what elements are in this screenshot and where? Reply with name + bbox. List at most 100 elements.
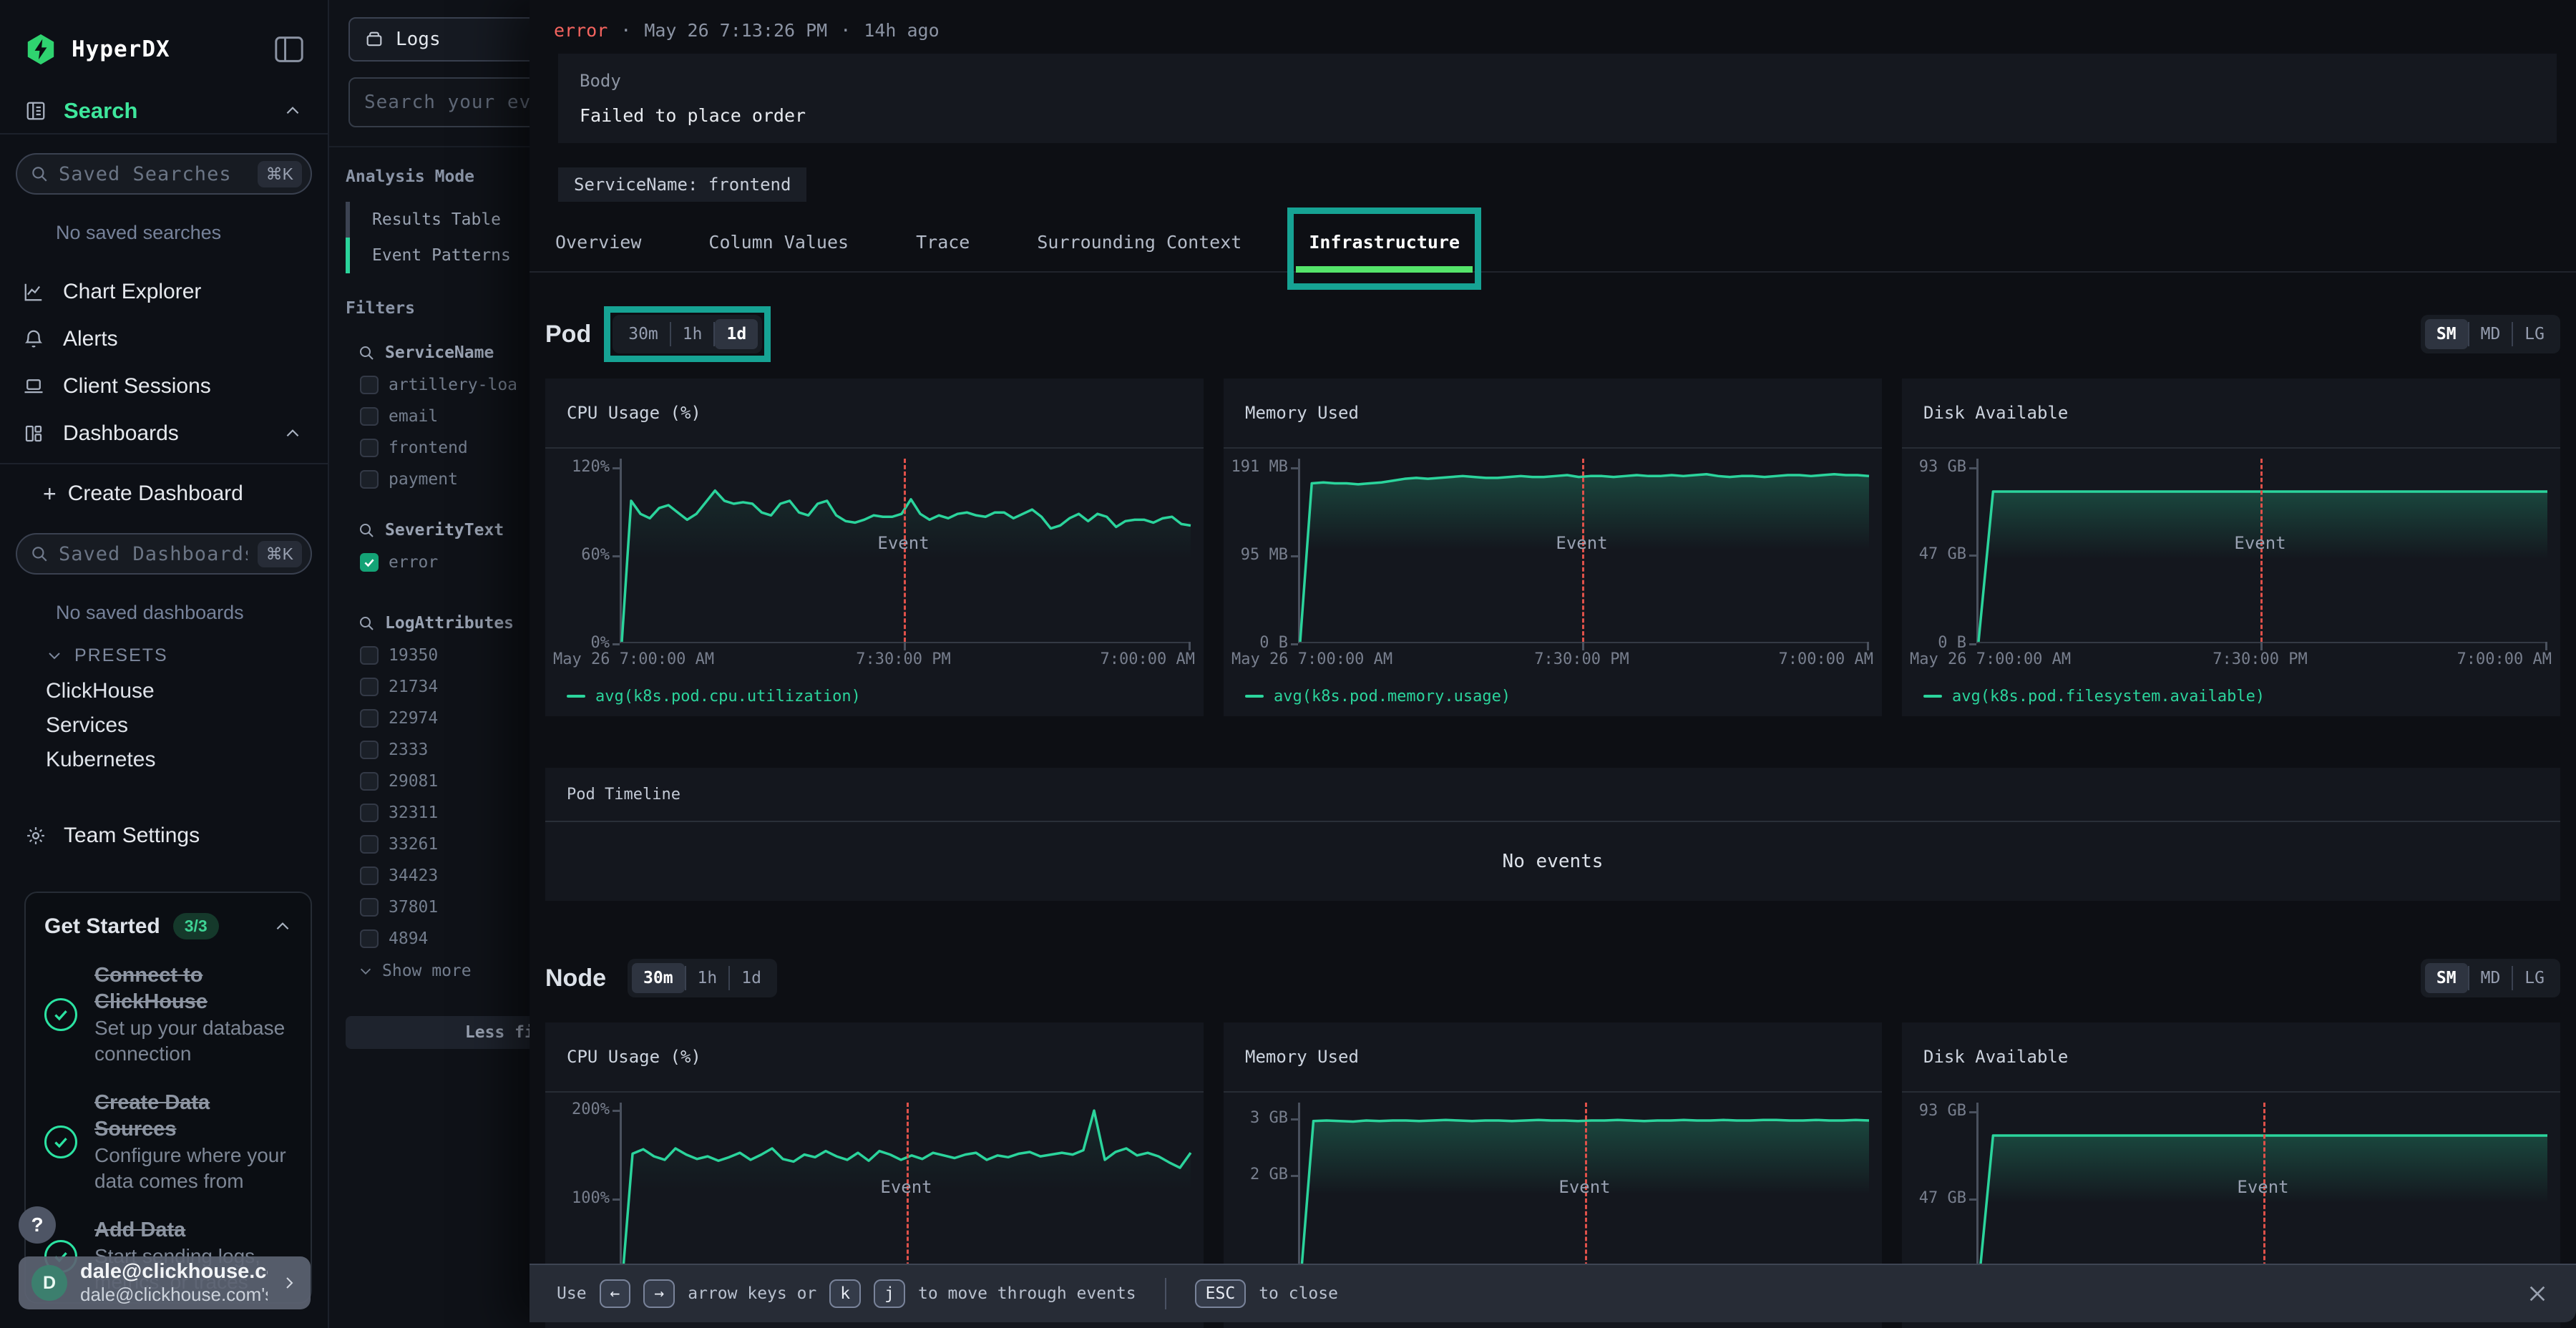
create-dashboard-button[interactable]: + Create Dashboard — [0, 469, 328, 519]
filter-group-header[interactable]: ServiceName — [329, 336, 530, 369]
preset-item-clickhouse[interactable]: ClickHouse — [0, 674, 328, 708]
checkbox[interactable] — [360, 439, 379, 457]
chevron-up-icon[interactable] — [273, 917, 292, 936]
pod-size-md[interactable]: MD — [2469, 319, 2512, 349]
preset-item-kubernetes[interactable]: Kubernetes — [0, 743, 328, 777]
filter-option-22974[interactable]: 22974 — [329, 703, 530, 734]
filter-option-payment[interactable]: payment — [329, 464, 530, 495]
search-section-label: Search — [64, 98, 266, 124]
node-range-1h[interactable]: 1h — [686, 963, 729, 993]
filter-option-label: 4894 — [389, 929, 428, 948]
esc-key[interactable]: ESC — [1195, 1279, 1246, 1308]
show-more-label: Show more — [382, 962, 472, 980]
checkbox[interactable] — [360, 866, 379, 885]
sidebar-item-dashboards[interactable]: Dashboards — [0, 410, 328, 457]
node-size-sm[interactable]: SM — [2425, 963, 2468, 993]
sidebar-item-search[interactable]: Search — [0, 94, 328, 127]
sidebar-collapse-icon[interactable] — [273, 35, 305, 64]
preset-item-services[interactable]: Services — [0, 708, 328, 743]
checkbox[interactable] — [360, 772, 379, 791]
saved-dashboards-input[interactable]: Saved Dashboards ⌘K — [16, 533, 312, 575]
sidebar-item-client-sessions[interactable]: Client Sessions — [0, 363, 328, 410]
pod-timeline-empty-state: No events — [545, 822, 2560, 901]
k-key[interactable]: k — [829, 1279, 861, 1308]
filter-option-21734[interactable]: 21734 — [329, 671, 530, 703]
tab-overview[interactable]: Overview — [554, 228, 643, 271]
saved-searches-input[interactable]: Saved Searches ⌘K — [16, 153, 312, 195]
user-menu[interactable]: D dale@clickhouse.com dale@clickhouse.co… — [19, 1256, 311, 1309]
analysis-mode-event-patterns[interactable]: Event Patterns — [329, 238, 530, 273]
tab-infrastructure[interactable]: Infrastructure — [1307, 228, 1461, 271]
filter-option-artillery-loa[interactable]: artillery-loa — [329, 369, 530, 401]
close-icon[interactable] — [2526, 1282, 2549, 1305]
checkbox[interactable] — [360, 470, 379, 489]
filter-option-email[interactable]: email — [329, 401, 530, 432]
help-button[interactable]: ? — [19, 1206, 56, 1244]
checkbox[interactable] — [360, 804, 379, 822]
filter-option-19350[interactable]: 19350 — [329, 640, 530, 671]
checkbox[interactable] — [360, 898, 379, 917]
filter-option-error[interactable]: error — [329, 547, 530, 578]
service-name-tag-label: ServiceName: frontend — [574, 175, 791, 195]
filter-option-37801[interactable]: 37801 — [329, 892, 530, 923]
node-size-md[interactable]: MD — [2469, 963, 2512, 993]
source-selector-button[interactable]: Logs — [348, 17, 530, 62]
filter-option-label: 37801 — [389, 898, 438, 917]
event-search-input[interactable]: Search your events — [348, 77, 530, 127]
node-range-30m[interactable]: 30m — [632, 963, 685, 993]
filter-option-4894[interactable]: 4894 — [329, 923, 530, 954]
service-name-tag[interactable]: ServiceName: frontend — [558, 167, 806, 202]
filter-group-header[interactable]: LogAttributes — [329, 607, 530, 640]
filter-option-34423[interactable]: 34423 — [329, 860, 530, 892]
tab-label: Surrounding Context — [1037, 232, 1241, 253]
checkbox[interactable] — [360, 407, 379, 426]
pod-range-1d[interactable]: 1d — [715, 319, 758, 349]
less-filters-button[interactable]: Less filters — [346, 1016, 530, 1049]
y-axis-tick-label: 60% — [545, 546, 610, 565]
checkbox[interactable] — [360, 376, 379, 394]
tab-label: Infrastructure — [1309, 232, 1460, 253]
pod-range-30m[interactable]: 30m — [617, 319, 670, 349]
checkbox[interactable] — [360, 646, 379, 665]
checkbox[interactable] — [360, 678, 379, 696]
sidebar-item-alerts[interactable]: Alerts — [0, 316, 328, 363]
divider — [0, 463, 328, 464]
chart-legend: avg(k8s.pod.cpu.utilization) — [545, 676, 1204, 716]
get-started-step[interactable]: Connect to ClickHouse Set up your databa… — [44, 962, 292, 1067]
filter-option-frontend[interactable]: frontend — [329, 432, 530, 464]
pod-size-sm[interactable]: SM — [2425, 319, 2468, 349]
filter-option-29081[interactable]: 29081 — [329, 766, 530, 797]
checkbox[interactable] — [360, 553, 379, 572]
filter-option-32311[interactable]: 32311 — [329, 797, 530, 829]
show-more-button[interactable]: Show more — [329, 954, 530, 987]
filter-group-header[interactable]: SeverityText — [329, 514, 530, 547]
filter-option-2333[interactable]: 2333 — [329, 734, 530, 766]
tab-surrounding-context[interactable]: Surrounding Context — [1035, 228, 1243, 271]
arrow-left-key[interactable]: ← — [600, 1279, 631, 1308]
node-range-1d[interactable]: 1d — [730, 963, 773, 993]
checkbox[interactable] — [360, 929, 379, 948]
filter-option-33261[interactable]: 33261 — [329, 829, 530, 860]
tab-trace[interactable]: Trace — [914, 228, 971, 271]
pod-size-lg[interactable]: LG — [2513, 319, 2556, 349]
checkbox[interactable] — [360, 835, 379, 854]
checkbox[interactable] — [360, 709, 379, 728]
analysis-mode-results-table[interactable]: Results Table — [329, 202, 530, 238]
arrow-right-key[interactable]: → — [643, 1279, 675, 1308]
y-axis-tick — [1291, 1118, 1298, 1120]
plus-icon: + — [43, 481, 57, 507]
pod-range-1h[interactable]: 1h — [671, 319, 714, 349]
get-started-step[interactable]: Create Data Sources Configure where your… — [44, 1090, 292, 1194]
y-axis-tick-label: 47 GB — [1902, 545, 1966, 564]
sidebar-item-team-settings[interactable]: Team Settings — [0, 813, 328, 859]
filter-group-servicename: ServiceName artillery-loa email frontend… — [329, 336, 530, 495]
x-axis-tick — [1189, 642, 1191, 650]
checkbox[interactable] — [360, 741, 379, 759]
y-axis-tick — [1969, 467, 1976, 469]
node-size-lg[interactable]: LG — [2513, 963, 2556, 993]
j-key[interactable]: j — [874, 1279, 905, 1308]
x-axis-tick — [1582, 642, 1584, 650]
sidebar-item-chart-explorer[interactable]: Chart Explorer — [0, 268, 328, 316]
tab-column-values[interactable]: Column Values — [707, 228, 850, 271]
presets-toggle[interactable]: PRESETS — [0, 637, 328, 674]
